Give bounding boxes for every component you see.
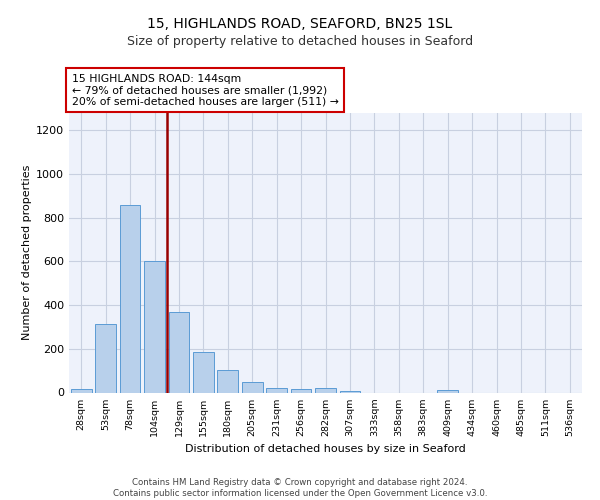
Text: 15, HIGHLANDS ROAD, SEAFORD, BN25 1SL: 15, HIGHLANDS ROAD, SEAFORD, BN25 1SL xyxy=(148,18,452,32)
Bar xyxy=(266,388,287,392)
Bar xyxy=(290,388,311,392)
Text: Size of property relative to detached houses in Seaford: Size of property relative to detached ho… xyxy=(127,35,473,48)
Bar xyxy=(119,206,140,392)
Bar xyxy=(71,389,92,392)
Bar xyxy=(144,261,165,392)
Text: Contains HM Land Registry data © Crown copyright and database right 2024.
Contai: Contains HM Land Registry data © Crown c… xyxy=(113,478,487,498)
Bar xyxy=(169,312,190,392)
Bar xyxy=(95,324,116,392)
Bar xyxy=(437,390,458,392)
Bar xyxy=(217,370,238,392)
Text: 15 HIGHLANDS ROAD: 144sqm
← 79% of detached houses are smaller (1,992)
20% of se: 15 HIGHLANDS ROAD: 144sqm ← 79% of detac… xyxy=(71,74,338,107)
Bar xyxy=(193,352,214,393)
X-axis label: Distribution of detached houses by size in Seaford: Distribution of detached houses by size … xyxy=(185,444,466,454)
Bar xyxy=(315,388,336,392)
Y-axis label: Number of detached properties: Number of detached properties xyxy=(22,165,32,340)
Bar xyxy=(242,382,263,392)
